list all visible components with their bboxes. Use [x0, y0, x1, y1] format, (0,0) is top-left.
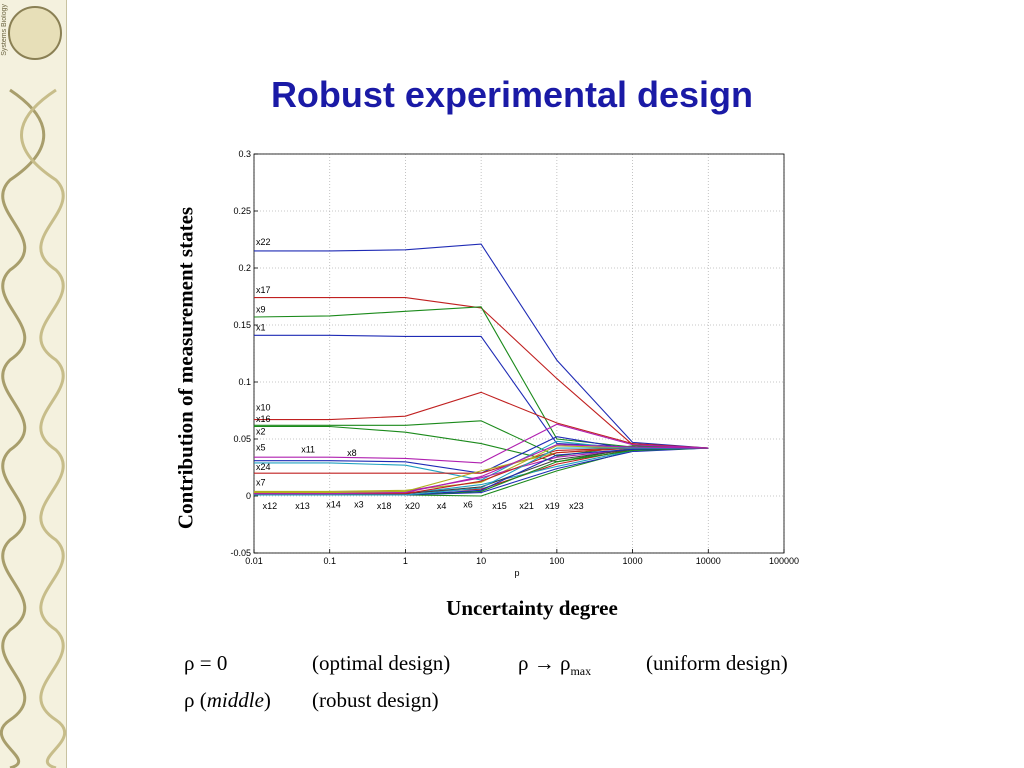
y-tick-label: 0.15	[233, 320, 251, 330]
series-line-x19	[254, 447, 709, 496]
series-label-x15: x15	[492, 501, 507, 511]
y-tick-label: 0.05	[233, 434, 251, 444]
rho-middle-italic: middle	[206, 688, 264, 712]
series-label-x6: x6	[463, 500, 473, 510]
series-label-x3: x3	[354, 500, 364, 510]
rho-max-subscript: max	[570, 664, 592, 679]
series-label-x14: x14	[326, 500, 341, 510]
rho-max-formula: ρ → ρmax	[518, 651, 591, 679]
series-label-x8: x8	[347, 448, 357, 458]
series-label-x19: x19	[545, 501, 560, 511]
dna-helix-decoration	[0, 88, 66, 768]
series-line-x5	[254, 423, 709, 464]
series-label-x11: x11	[301, 445, 315, 455]
x-tick-label: 10	[476, 556, 486, 566]
plot-frame	[253, 153, 785, 554]
optimal-design-label: (optimal design)	[312, 651, 451, 675]
series-label-x12: x12	[263, 501, 278, 511]
series-label-x10: x10	[256, 403, 271, 413]
y-tick-label: 0	[246, 491, 251, 501]
decorative-sidebar: Systems Biology	[0, 0, 67, 768]
series-label-x9: x9	[256, 304, 266, 314]
y-tick-label: 0.25	[233, 206, 251, 216]
series-label-x22: x22	[256, 237, 271, 247]
series-label-x2: x2	[256, 426, 266, 436]
x-tick-label: 10000	[696, 556, 721, 566]
series-line-x16	[254, 420, 709, 457]
robust-design-label: (robust design)	[312, 688, 439, 712]
rho-middle-pre: ρ (	[184, 688, 207, 712]
series-label-x21: x21	[519, 501, 534, 511]
x-tick-label: 1000	[623, 556, 643, 566]
x-tick-label: 100000	[769, 556, 799, 566]
rho-max-text: ρ → ρ	[518, 651, 571, 675]
y-axis-label: Contribution of measurement states	[173, 206, 198, 530]
series-label-x5: x5	[256, 442, 266, 452]
logo-icon	[8, 6, 62, 60]
series-line-x10	[254, 391, 709, 449]
series-label-x23: x23	[569, 501, 584, 511]
line-chart: 0.01 0.1 1 10 100 1000 10000 100000 -0.05 0 0.05 0.…	[230, 149, 799, 578]
x-tick-label: 1	[403, 556, 408, 566]
x-axis-label: p	[514, 568, 519, 578]
x-tick-label: 100	[549, 556, 564, 566]
series-label-x18: x18	[377, 501, 392, 511]
series-label-x7: x7	[256, 478, 266, 488]
y-tick-label: 0.2	[238, 263, 251, 273]
x-tick-label: 0.1	[323, 556, 336, 566]
outer-x-axis-label: Uncertainty degree	[446, 596, 618, 620]
rho-middle-post: )	[263, 688, 271, 712]
x-tick-label: 0.01	[245, 556, 263, 566]
series-label-x13: x13	[295, 501, 310, 511]
series-label-x24: x24	[256, 462, 271, 472]
y-tick-label: 0.1	[238, 377, 251, 387]
rho-middle-formula: ρ (middle)	[184, 688, 271, 713]
series-label-x16: x16	[256, 414, 271, 424]
series-line-x23	[254, 444, 709, 495]
series-label-x20: x20	[405, 501, 420, 511]
series-label-x17: x17	[256, 285, 271, 295]
uniform-design-label: (uniform design)	[646, 651, 788, 675]
rho-zero-formula: ρ = 0	[184, 651, 228, 675]
series-label-x4: x4	[437, 501, 447, 511]
y-tick-label: 0.3	[238, 149, 251, 159]
series-label-x1: x1	[256, 323, 266, 333]
slide-title: Robust experimental design	[270, 74, 754, 115]
y-tick-label: -0.05	[230, 548, 251, 558]
series-line-x22	[254, 243, 709, 449]
